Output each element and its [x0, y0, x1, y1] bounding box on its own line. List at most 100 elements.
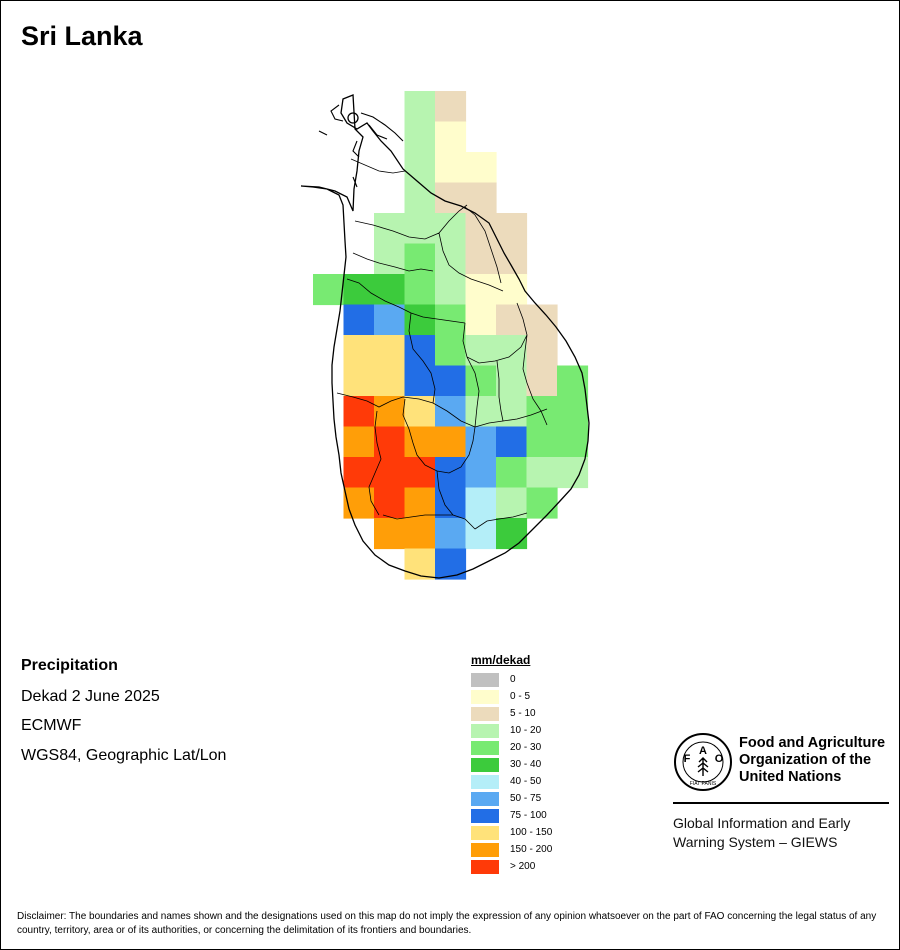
grid-cell [496, 213, 528, 245]
grid-cell [435, 365, 467, 397]
grid-cell [526, 426, 558, 458]
layer-variable: Precipitation [21, 657, 118, 674]
legend-title: mm/dekad [471, 653, 531, 667]
legend-item: 100 - 150 [471, 824, 552, 841]
grid-cell [526, 457, 558, 489]
grid-cell [404, 487, 436, 519]
legend-item: 75 - 100 [471, 807, 552, 824]
grid-cell [557, 396, 589, 428]
grid-cell [374, 426, 406, 458]
district-boundaries [336, 158, 548, 530]
grid-cell [374, 518, 406, 550]
grid-cell [526, 396, 558, 428]
legend-label: 10 - 20 [510, 725, 542, 736]
grid-cell [465, 365, 497, 397]
grid-cell [404, 335, 436, 367]
legend-item: 20 - 30 [471, 739, 552, 756]
legend-swatch [471, 791, 499, 806]
grid-cell [435, 396, 467, 428]
logo-motto: FIAT PANIS [690, 781, 717, 787]
grid-cell [465, 243, 497, 275]
grid-cell [404, 274, 436, 306]
grid-cell [435, 304, 467, 336]
grid-cell [465, 396, 497, 428]
grid-cell [496, 243, 528, 275]
legend-label: > 200 [510, 861, 536, 872]
grid-cell [343, 304, 375, 336]
legend-item: 0 - 5 [471, 688, 552, 705]
legend-item: 0 [471, 671, 552, 688]
grid-cell [496, 396, 528, 428]
legend-item: 30 - 40 [471, 756, 552, 773]
legend-label: 50 - 75 [510, 793, 542, 804]
logo-letter-a: A [699, 745, 707, 757]
legend-swatch [471, 808, 499, 823]
grid-cell [557, 457, 589, 489]
legend-item: 10 - 20 [471, 722, 552, 739]
grid-cell [343, 457, 375, 489]
legend-label: 150 - 200 [510, 844, 553, 855]
grid-cell [313, 274, 345, 306]
grid-cell [435, 274, 467, 306]
coastline [300, 94, 590, 579]
legend: mm/dekad 0 0 - 5 5 - 10 10 - 20 20 - 30 30 - … [471, 653, 552, 875]
legend-swatch [471, 842, 499, 857]
grid-cell [465, 304, 497, 336]
layer-model: ECMWF [21, 717, 82, 734]
grid-cell [343, 365, 375, 397]
grid-cell [496, 335, 528, 367]
grid-cell [404, 304, 436, 336]
grid-cell [465, 182, 497, 214]
grid-cell [374, 396, 406, 428]
grid-cell [435, 213, 467, 245]
legend-rows: 0 0 - 5 5 - 10 10 - 20 20 - 30 30 - 40 40 - 50… [471, 671, 552, 875]
giews-line-1: Global Information and Early [673, 815, 851, 831]
legend-item: 50 - 75 [471, 790, 552, 807]
legend-item: 150 - 200 [471, 841, 552, 858]
island-delft [347, 112, 359, 124]
grid-cell [496, 304, 528, 336]
legend-swatch [471, 689, 499, 704]
grid-cell [343, 274, 375, 306]
precipitation-grid [313, 91, 589, 580]
grid-cell [526, 487, 558, 519]
grid-cell [465, 518, 497, 550]
grid-cell [435, 548, 467, 580]
legend-item: 40 - 50 [471, 773, 552, 790]
layer-period: Dekad 2 June 2025 [21, 688, 160, 705]
legend-label: 30 - 40 [510, 759, 542, 770]
jaffna-peninsula [318, 104, 404, 188]
grid-cell [343, 426, 375, 458]
grid-cell [374, 274, 406, 306]
logo-letter-f: F [684, 753, 691, 765]
giews-line-2: Warning System – GIEWS [673, 834, 838, 850]
grid-cell [435, 487, 467, 519]
grid-cell [496, 274, 528, 306]
legend-label: 0 [510, 674, 516, 685]
fao-name-line-2: Organization of the [739, 752, 872, 768]
grid-cell [435, 518, 467, 550]
legend-swatch [471, 774, 499, 789]
legend-swatch [471, 723, 499, 738]
legend-label: 20 - 30 [510, 742, 542, 753]
legend-label: 0 - 5 [510, 691, 531, 702]
legend-label: 100 - 150 [510, 827, 553, 838]
legend-item: > 200 [471, 858, 552, 875]
legend-item: 5 - 10 [471, 705, 552, 722]
grid-cell [526, 304, 558, 336]
grid-cell [435, 152, 467, 184]
grid-cell [496, 518, 528, 550]
map-title: Sri Lanka [21, 21, 143, 51]
grid-cell [404, 182, 436, 214]
grid-cell [404, 365, 436, 397]
fao-name-line-1: Food and Agriculture [739, 735, 886, 751]
logo-divider [673, 802, 889, 804]
legend-label: 40 - 50 [510, 776, 542, 787]
grid-cell [374, 243, 406, 275]
grid-cell [435, 335, 467, 367]
legend-label: 5 - 10 [510, 708, 536, 719]
giews-system-name: Global Information and Early Warning Sys… [673, 814, 893, 852]
grid-cell [435, 121, 467, 153]
grid-cell [374, 335, 406, 367]
